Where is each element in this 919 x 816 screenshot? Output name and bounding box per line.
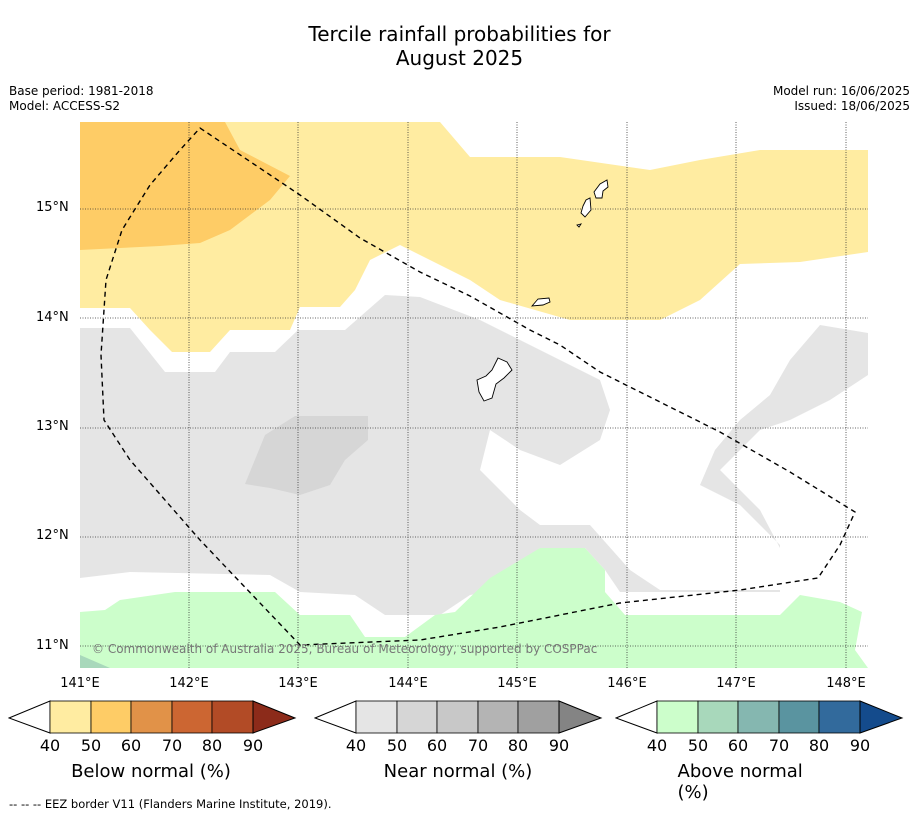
map-title-line1: Tercile rainfall probabilities for [308,22,611,46]
colorbar-above-swatch-1 [656,700,699,734]
colorbar-above-under-arrow [615,700,658,734]
colorbar-above-title: Above normal (%) [677,761,803,803]
base-period: Base period: 1981-2018 [9,84,154,98]
cbar-above-tick-50: 50 [687,736,709,755]
colorbar-near-normal [314,700,603,734]
guam-island [476,357,513,402]
cbar-above-tick-90: 90 [849,736,871,755]
cbar-near-tick-90: 90 [548,736,570,755]
cbar-near-tick-70: 70 [467,736,489,755]
near-normal-50-region [80,295,868,615]
colorbar-below-swatch-3 [130,700,173,734]
colorbar-above-swatch-2 [697,700,739,734]
colorbar-near-under-arrow [314,700,357,734]
cbar-near-tick-80: 80 [507,736,529,755]
eez-border-line [100,127,856,646]
cbar-near-tick-50: 50 [386,736,408,755]
lat-label-11n: 11°N [36,638,69,653]
colorbar-above-normal [615,700,904,734]
colorbar-below-under-arrow [8,700,51,734]
lat-label-15n: 15°N [36,200,69,215]
cbar-above-tick-60: 60 [727,736,749,755]
meta-left: Base period: 1981-2018 Model: ACCESS-S2 [9,84,154,114]
colorbar-above-swatch-4 [778,700,820,734]
lon-label-146e: 146°E [607,676,647,691]
colorbar-below-swatch-2 [90,700,132,734]
near-normal-60-region [245,416,368,495]
colorbar-below-over-arrow [252,700,297,734]
lon-label-142e: 142°E [169,676,209,691]
cbar-below-tick-50: 50 [80,736,102,755]
cbar-near-tick-60: 60 [426,736,448,755]
gridlines [80,122,868,668]
above-normal-60-region [80,655,110,668]
colorbar-above-swatch-3 [737,700,780,734]
cbar-below-tick-80: 80 [201,736,223,755]
colorbar-near-title: Near normal (%) [383,761,533,782]
model-run-date: Model run: 16/06/2025 [772,84,910,98]
colorbar-below-swatch-4 [171,700,213,734]
colorbar-below-swatch-1 [49,700,92,734]
rota-island [530,297,551,307]
lon-label-143e: 143°E [278,676,318,691]
probability-fields [80,122,868,668]
map-title-line2: August 2025 [395,46,524,70]
colorbar-near-swatch-5 [517,700,560,734]
colorbar-above-swatch-5 [818,700,861,734]
aguijan-island [576,223,583,228]
cbar-below-tick-40: 40 [39,736,61,755]
colorbar-below-normal [8,700,297,734]
cbar-above-tick-40: 40 [646,736,668,755]
issued-date: Issued: 18/06/2025 [794,99,910,113]
cbar-above-tick-70: 70 [768,736,790,755]
lat-label-12n: 12°N [36,528,69,543]
colorbar-above-over-arrow [859,700,904,734]
colorbar-below-swatch-5 [211,700,254,734]
colorbar-near-swatch-1 [355,700,398,734]
colorbar-near-swatch-2 [396,700,438,734]
lon-label-148e: 148°E [826,676,866,691]
rainfall-probability-map: © Commonwealth of Australia 2025, Bureau… [80,122,868,668]
meta-right: Model run: 16/06/2025 Issued: 18/06/2025 [773,84,910,114]
model-name: Model: ACCESS-S2 [9,99,121,113]
cbar-above-tick-80: 80 [808,736,830,755]
map-title: Tercile rainfall probabilities for Augus… [0,22,919,70]
cbar-below-tick-70: 70 [161,736,183,755]
lon-label-147e: 147°E [716,676,756,691]
colorbar-near-swatch-3 [436,700,479,734]
colorbar-near-over-arrow [558,700,603,734]
cbar-near-tick-40: 40 [345,736,367,755]
lat-label-13n: 13°N [36,419,69,434]
lon-label-144e: 144°E [388,676,428,691]
lat-label-14n: 14°N [36,310,69,325]
copyright-notice: © Commonwealth of Australia 2025, Bureau… [92,642,597,656]
lon-label-141e: 141°E [60,676,100,691]
lon-label-145e: 145°E [497,676,537,691]
below-normal-60-region [80,122,290,250]
saipan-island [593,179,609,199]
above-normal-50-region [80,548,868,668]
cbar-below-tick-90: 90 [242,736,264,755]
colorbar-below-title: Below normal (%) [71,761,231,782]
cbar-below-tick-60: 60 [120,736,142,755]
island-outlines [476,179,609,402]
tinian-island [580,197,592,218]
colorbar-near-swatch-4 [477,700,519,734]
eez-footnote: -- -- -- EEZ border V11 (Flanders Marine… [9,797,332,811]
